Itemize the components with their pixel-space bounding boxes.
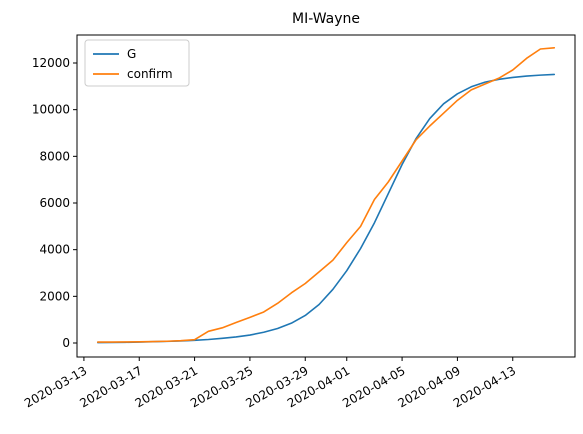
- x-tick-label: 2020-04-13: [451, 363, 518, 410]
- series-line-confirm: [96, 47, 556, 343]
- chart-title: MI-Wayne: [292, 11, 360, 27]
- legend-label-confirm: confirm: [127, 67, 173, 81]
- y-tick-label: 8000: [39, 149, 70, 163]
- legend-label-G: G: [127, 47, 136, 61]
- series-line-G: [96, 73, 556, 344]
- y-tick-label: 6000: [39, 196, 70, 210]
- y-tick-label: 12000: [32, 56, 70, 70]
- y-tick-label: 4000: [39, 243, 70, 257]
- plot-area: [96, 47, 556, 344]
- y-tick-label: 10000: [32, 103, 70, 117]
- y-tick-label: 0: [62, 336, 70, 350]
- plot-frame: [76, 34, 576, 358]
- y-tick-label: 2000: [39, 289, 70, 303]
